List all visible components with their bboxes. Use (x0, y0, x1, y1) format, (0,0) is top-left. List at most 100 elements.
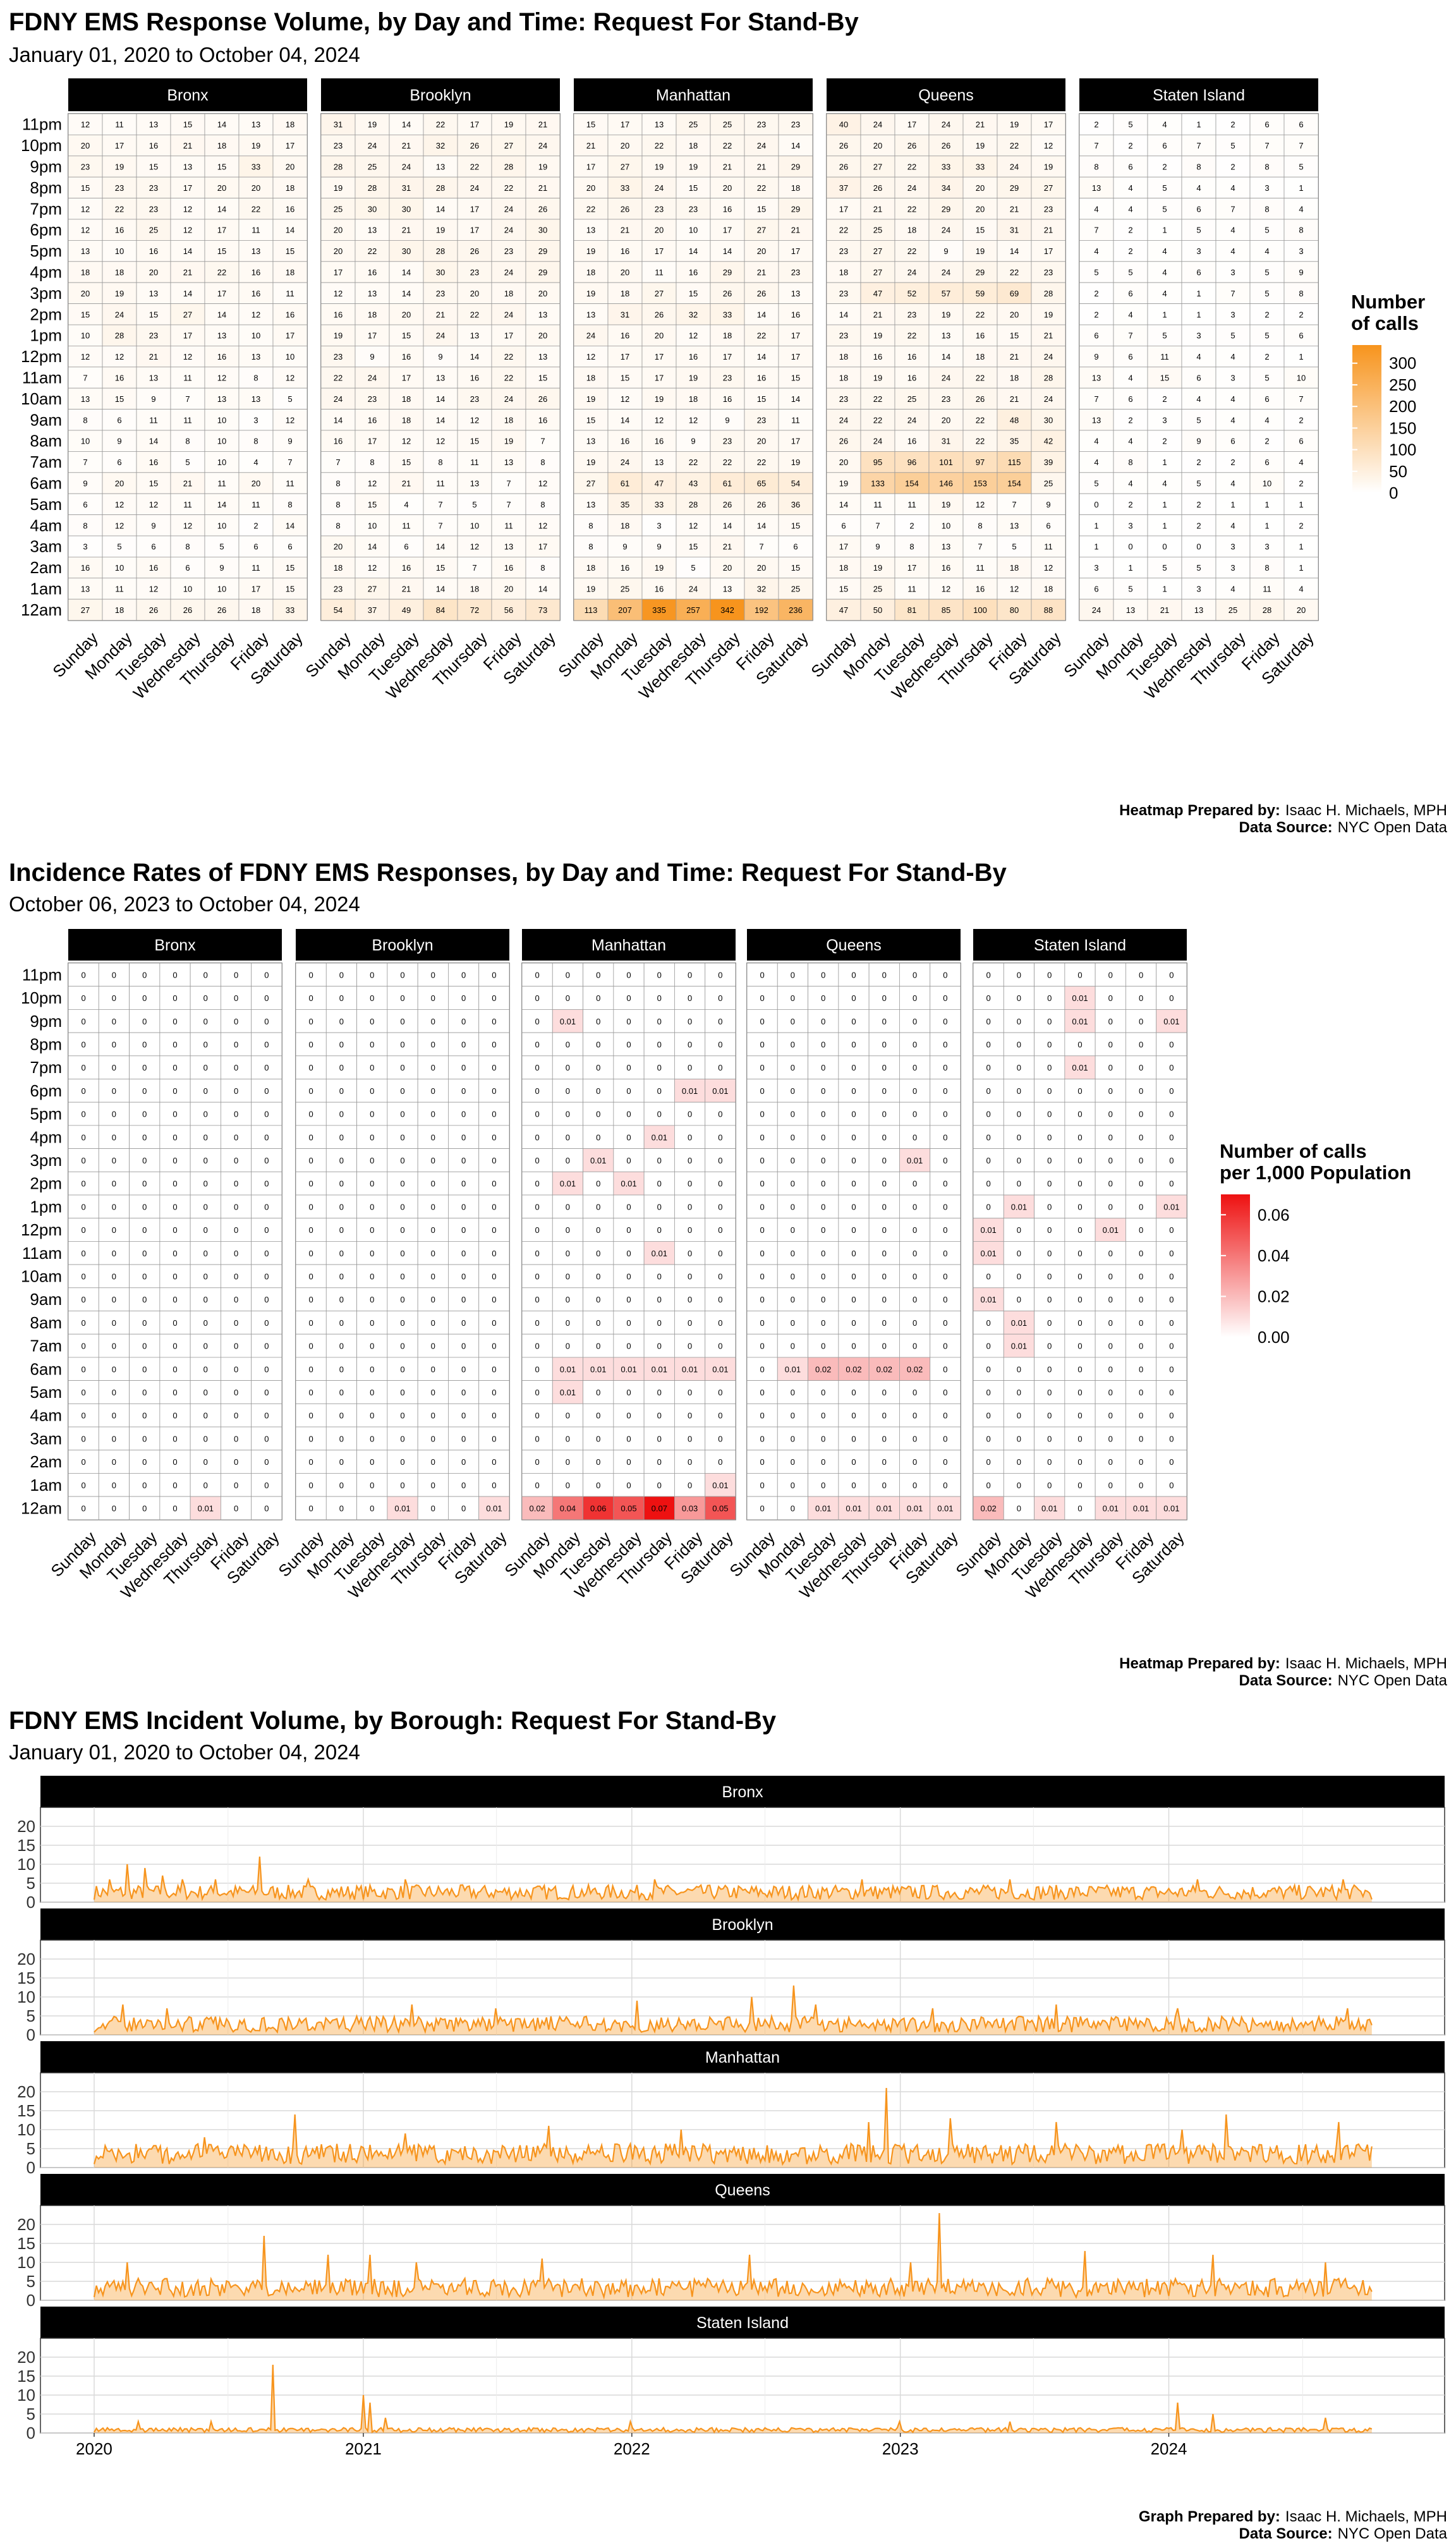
cell-value-label: 17 (368, 331, 377, 341)
cell-value-label: 0 (626, 1271, 631, 1281)
cell-value-label: 0.01 (712, 1086, 728, 1096)
cell-value-label: 4 (1230, 415, 1235, 425)
cell-value-label: 24 (1092, 605, 1101, 615)
cell-value-label: 3 (1196, 585, 1201, 594)
hour-tick-label: 4pm (30, 263, 62, 282)
cell-value-label: 12 (402, 437, 411, 446)
cell-value-label: 0 (1108, 1318, 1113, 1328)
hour-tick-label: 9pm (30, 1012, 62, 1031)
cell-value-label: 13 (504, 542, 513, 552)
cell-value-label: 0 (566, 1318, 570, 1328)
cell-value-label: 0 (492, 1040, 496, 1049)
cell-value-label: 207 (618, 605, 632, 615)
y-tick-label: 0 (27, 2424, 35, 2442)
cell-value-label: 29 (791, 162, 800, 172)
cell-value-label: 9 (1299, 268, 1303, 277)
cell-value-label: 0 (82, 1249, 86, 1258)
cell-value-label: 0 (688, 1179, 692, 1189)
cell-value-label: 16 (621, 246, 629, 256)
cell-value-label: 24 (538, 141, 547, 150)
cell-value-label: 24 (586, 331, 595, 341)
cell-value-label: 7 (1230, 289, 1235, 298)
cell-value-label: 0 (461, 1202, 466, 1211)
cell-value-label: 17 (504, 331, 513, 341)
cell-value-label: 0 (431, 1110, 435, 1119)
cell-value-label: 0.02 (529, 1503, 545, 1513)
heatmap-cell (272, 367, 308, 389)
cell-value-label: 11 (1160, 352, 1169, 361)
cell-value-label: 17 (586, 162, 595, 172)
cell-value-label: 26 (538, 204, 547, 214)
cell-value-label: 16 (286, 204, 294, 214)
cell-value-label: 0 (986, 1481, 991, 1490)
cell-value-label: 21 (757, 268, 766, 277)
heatmap-cell (170, 367, 205, 389)
source-label: Data Source: (1239, 1672, 1333, 1689)
cell-value-label: 88 (1044, 605, 1053, 615)
cell-value-label: 14 (402, 268, 411, 277)
cell-value-label: 18 (334, 563, 343, 573)
cell-value-label: 0 (791, 1388, 795, 1397)
cell-value-label: 19 (1044, 310, 1053, 319)
cell-value-label: 18 (504, 289, 513, 298)
cell-value-label: 31 (1010, 226, 1019, 235)
cell-value-label: 0.01 (785, 1364, 801, 1374)
heatmap-cell (525, 282, 561, 305)
heatmap-cell (457, 198, 492, 220)
cell-value-label: 0 (791, 1249, 795, 1258)
cell-value-label: 0 (264, 1017, 269, 1026)
cell-value-label: 0 (1047, 1179, 1052, 1189)
cell-value-label: 19 (252, 141, 260, 150)
cell-value-label: 0 (173, 970, 177, 980)
cell-value-label: 0 (142, 1249, 147, 1258)
cell-value-label: 0 (112, 1156, 116, 1165)
cell-value-label: 0 (142, 1388, 147, 1397)
cell-value-label: 0 (112, 1086, 116, 1096)
cell-value-label: 24 (839, 415, 848, 425)
heatmap-cell (102, 198, 137, 220)
cell-value-label: 25 (621, 585, 629, 594)
cell-value-label: 16 (149, 141, 158, 150)
cell-value-label: 0 (913, 1086, 917, 1096)
cell-value-label: 154 (905, 479, 919, 488)
cell-value-label: 0 (851, 1110, 856, 1119)
cell-value-label: 3 (83, 542, 87, 552)
heatmap-cell (423, 303, 458, 325)
cell-value-label: 16 (286, 310, 294, 319)
hour-tick-label: 6pm (30, 1081, 62, 1100)
cell-value-label: 7 (1094, 141, 1098, 150)
cell-value-label: 0 (1017, 1110, 1021, 1119)
cell-value-label: 0 (718, 1110, 722, 1119)
cell-value-label: 19 (586, 585, 595, 594)
cell-value-label: 2 (1299, 415, 1303, 425)
cell-value-label: 0 (264, 1457, 269, 1467)
cell-value-label: 20 (621, 268, 629, 277)
cell-value-label: 4 (253, 458, 258, 467)
cell-value-label: 14 (436, 204, 445, 214)
heatmap-cell (423, 176, 458, 199)
y-tick-label: 10 (17, 2253, 35, 2272)
cell-value-label: 0 (82, 1271, 86, 1281)
cell-value-label: 0 (688, 1318, 692, 1328)
cell-value-label: 0 (112, 1318, 116, 1328)
y-tick-label: 5 (27, 2139, 35, 2158)
cell-value-label: 0 (1077, 1110, 1082, 1119)
cell-value-label: 22 (655, 141, 664, 150)
cell-value-label: 0 (821, 1457, 825, 1467)
cell-value-label: 0 (718, 1295, 722, 1304)
cell-value-label: 0 (461, 1132, 466, 1142)
cell-value-label: 23 (839, 289, 848, 298)
cell-value-label: 16 (217, 352, 226, 361)
cell-value-label: 22 (907, 204, 916, 214)
cell-value-label: 24 (621, 458, 629, 467)
heatmap-cell (272, 134, 308, 157)
cell-value-label: 0 (112, 1017, 116, 1026)
cell-value-label: 28 (504, 162, 513, 172)
cell-value-label: 16 (402, 352, 411, 361)
cell-value-label: 0 (461, 1179, 466, 1189)
cell-value-label: 4 (1128, 373, 1132, 383)
hour-tick-label: 12pm (21, 1220, 62, 1239)
cell-value-label: 0 (986, 970, 991, 980)
cell-value-label: 0 (657, 993, 662, 1003)
